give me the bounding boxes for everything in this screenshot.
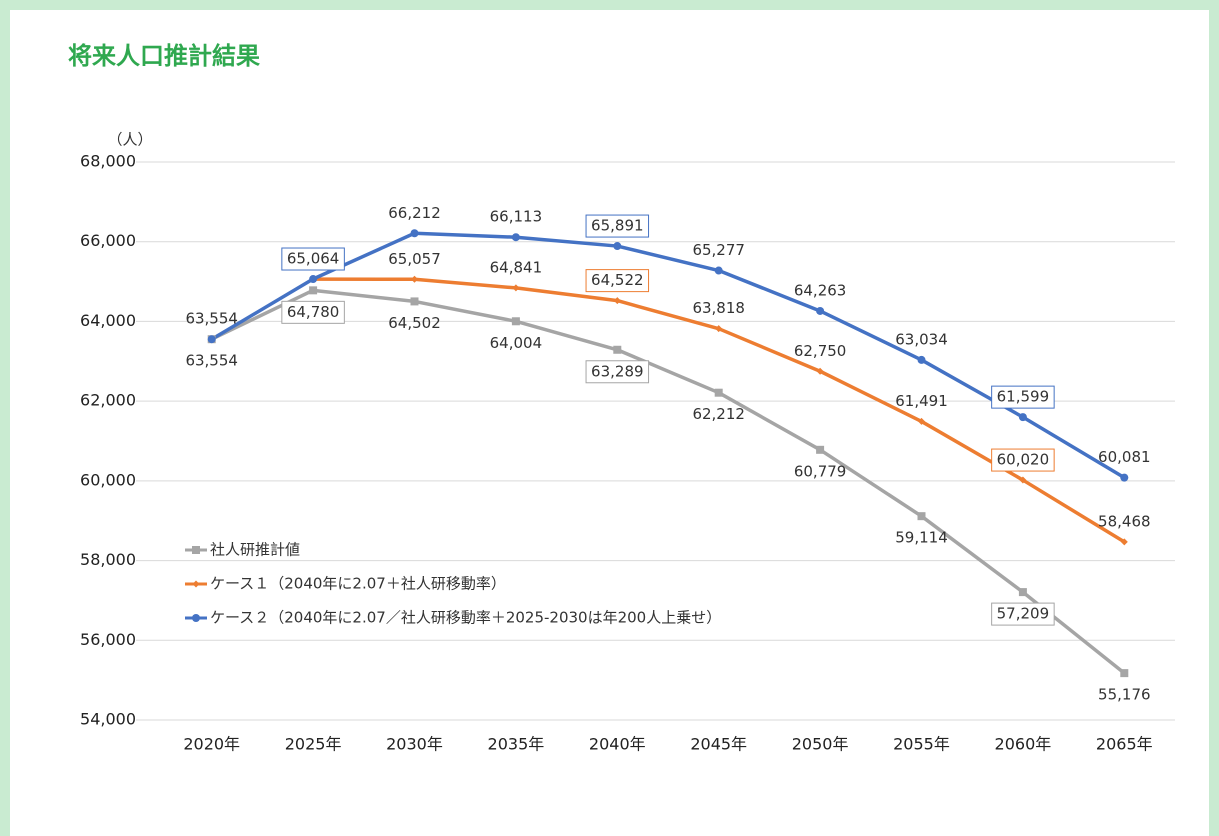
data-label: 65,064	[287, 250, 340, 268]
label-box	[991, 602, 1055, 626]
marker	[613, 345, 622, 354]
marker	[715, 325, 723, 333]
marker	[613, 242, 622, 251]
data-label: 64,780	[287, 303, 340, 321]
marker	[511, 317, 520, 326]
legend-label: ケース１（2040年に2.07＋社人研移動率）	[210, 575, 506, 593]
marker	[917, 512, 926, 521]
marker	[918, 417, 925, 425]
marker	[1120, 669, 1129, 678]
data-label: 66,212	[388, 204, 441, 222]
marker	[411, 275, 418, 283]
data-label: 66,113	[490, 208, 543, 226]
data-label: 64,263	[794, 281, 847, 299]
data-label: 64,502	[388, 314, 441, 332]
y-tick-label: 56,000	[80, 630, 136, 649]
x-tick-label: 2060年	[995, 735, 1052, 754]
marker	[816, 367, 824, 375]
y-tick-label: 64,000	[80, 311, 136, 330]
marker	[816, 306, 825, 315]
label-box	[585, 214, 650, 238]
label-box	[281, 247, 345, 271]
y-tick-label: 58,000	[80, 550, 136, 569]
y-unit: （人）	[107, 131, 152, 149]
marker	[714, 388, 723, 397]
marker	[917, 355, 926, 364]
data-label: 65,277	[692, 241, 745, 259]
x-tick-label: 2030年	[386, 735, 443, 754]
data-label: 63,289	[591, 362, 644, 380]
legend-label: ケース２（2040年に2.07／社人研移動率＋2025-2030は年200人上乗…	[210, 609, 721, 627]
marker	[207, 335, 216, 344]
data-label: 63,818	[692, 299, 745, 317]
data-label: 57,209	[997, 605, 1050, 623]
data-label: 58,468	[1098, 512, 1151, 530]
x-tick-label: 2055年	[893, 735, 950, 754]
data-label: 65,891	[591, 217, 644, 235]
x-tick-label: 2045年	[690, 735, 747, 754]
label-box	[585, 360, 650, 384]
x-tick-label: 2035年	[488, 735, 545, 754]
data-label: 62,212	[692, 405, 745, 423]
marker	[192, 546, 200, 554]
marker	[1120, 473, 1129, 482]
data-label: 61,491	[895, 392, 948, 410]
y-tick-label: 68,000	[80, 152, 136, 171]
label-box	[585, 269, 650, 293]
data-label: 64,522	[591, 271, 644, 289]
marker	[1018, 413, 1027, 422]
x-tick-label: 2050年	[792, 735, 849, 754]
data-label: 62,750	[794, 342, 847, 360]
data-label: 59,114	[895, 529, 948, 547]
marker	[410, 297, 419, 306]
marker	[512, 284, 520, 292]
marker	[1120, 538, 1128, 546]
x-tick-label: 2065年	[1096, 735, 1153, 754]
series-line	[210, 288, 1126, 675]
marker	[714, 266, 723, 275]
legend-label: 社人研推計値	[210, 541, 300, 559]
label-box	[281, 300, 345, 324]
marker	[192, 580, 200, 588]
marker	[309, 286, 318, 295]
label-box	[991, 448, 1055, 472]
data-label: 64,004	[490, 334, 543, 352]
x-tick-label: 2020年	[183, 735, 240, 754]
marker	[511, 233, 520, 242]
marker	[816, 445, 825, 454]
marker	[1018, 588, 1027, 597]
series-line	[210, 231, 1126, 480]
data-label: 63,554	[185, 310, 238, 328]
y-tick-label: 62,000	[80, 391, 136, 410]
marker	[1019, 476, 1027, 484]
y-tick-label: 66,000	[80, 231, 136, 250]
marker	[613, 297, 621, 305]
data-label: 60,779	[794, 462, 847, 480]
data-label: 60,020	[997, 451, 1050, 469]
marker	[309, 275, 318, 284]
data-label: 61,599	[997, 388, 1050, 406]
data-label: 65,057	[388, 250, 441, 268]
data-label: 55,176	[1098, 686, 1151, 704]
data-label: 64,841	[490, 258, 543, 276]
page-title: 将来人口推計結果	[68, 42, 260, 70]
y-tick-label: 54,000	[80, 710, 136, 729]
marker	[410, 229, 419, 238]
x-tick-label: 2040年	[589, 735, 646, 754]
label-box	[991, 385, 1055, 409]
data-label: 60,081	[1098, 448, 1151, 466]
x-tick-label: 2025年	[285, 735, 342, 754]
y-tick-label: 60,000	[80, 470, 136, 489]
marker	[192, 614, 200, 622]
data-label: 63,554	[185, 352, 238, 370]
data-label: 63,034	[895, 330, 948, 348]
